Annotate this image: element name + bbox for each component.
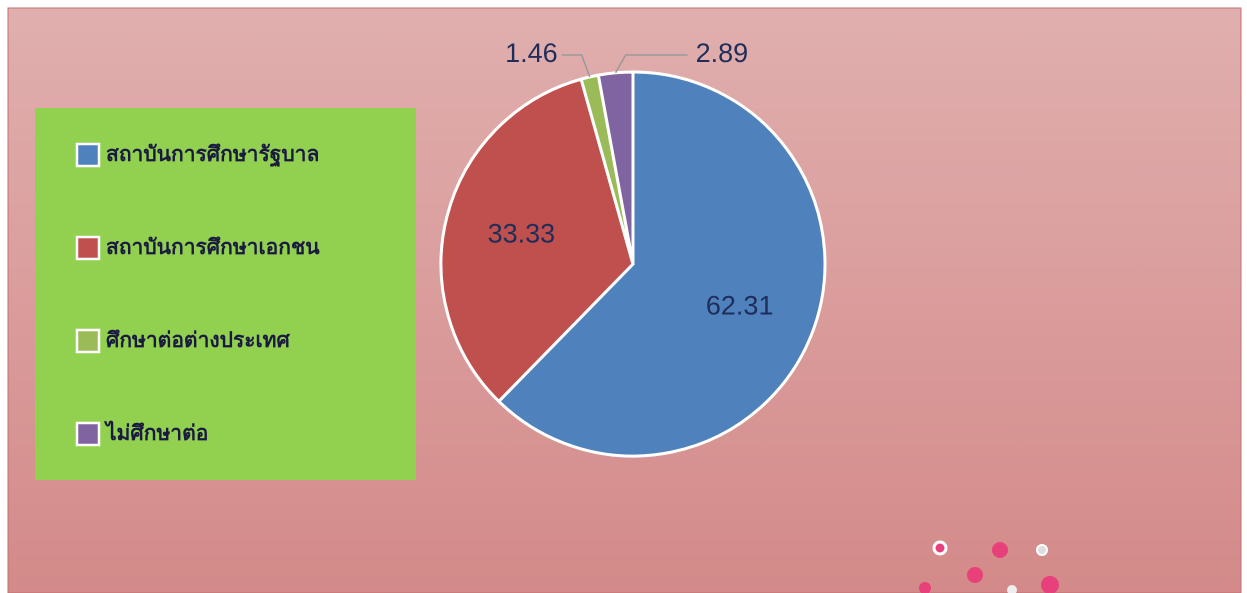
legend-swatch xyxy=(77,144,99,166)
legend-swatch xyxy=(77,330,99,352)
legend-label: ไม่ศึกษาต่อ xyxy=(104,420,208,445)
legend-label: สถาบันการศึกษาเอกชน xyxy=(106,235,320,259)
chart: 62.31 33.33 1.46 2.89 สถาบันการศึกษารัฐบาลสถ… xyxy=(0,0,1247,593)
data-label: 1.46 xyxy=(505,38,558,68)
page: 62.31 33.33 1.46 2.89 สถาบันการศึกษารัฐบาลสถ… xyxy=(0,0,1247,593)
data-label: 2.89 xyxy=(696,38,749,68)
legend-label: ศึกษาต่อต่างประเทศ xyxy=(106,328,291,352)
legend-label: สถาบันการศึกษารัฐบาล xyxy=(106,142,319,168)
data-label: 62.31 xyxy=(706,291,774,321)
legend-swatch xyxy=(77,423,99,445)
data-label: 33.33 xyxy=(488,219,556,249)
legend-swatch xyxy=(77,237,99,259)
